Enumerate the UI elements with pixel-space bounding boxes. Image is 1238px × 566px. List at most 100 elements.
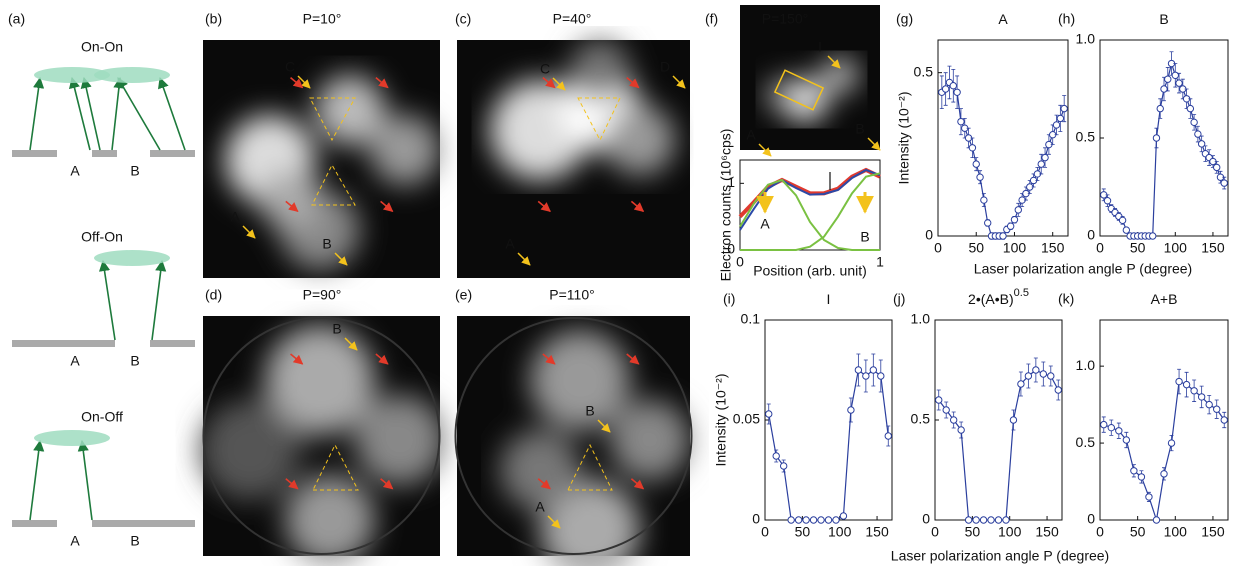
image-blobs bbox=[225, 75, 440, 270]
y-tick-label: 1.0 bbox=[1076, 357, 1096, 373]
region-label: B bbox=[855, 121, 864, 137]
data-point bbox=[877, 372, 885, 380]
panel-label: (c) bbox=[455, 11, 471, 27]
image-title: P=10° bbox=[303, 11, 342, 27]
substrate bbox=[150, 340, 195, 347]
emission-blob bbox=[265, 325, 375, 435]
data-point bbox=[1060, 104, 1068, 113]
emission-arrow bbox=[29, 439, 45, 521]
data-point bbox=[1182, 380, 1191, 389]
data-point bbox=[1115, 427, 1123, 435]
emission-arrow bbox=[80, 76, 101, 151]
region-arrow bbox=[827, 55, 841, 69]
data-point bbox=[847, 406, 855, 414]
data-point bbox=[1009, 416, 1018, 424]
region-label: B bbox=[332, 321, 341, 337]
data-point bbox=[809, 516, 818, 524]
region-arrow bbox=[672, 75, 686, 89]
data-point bbox=[802, 516, 810, 524]
data-point bbox=[1164, 75, 1172, 83]
data-point bbox=[1171, 71, 1179, 79]
data-point bbox=[839, 512, 848, 520]
data-point bbox=[999, 232, 1007, 240]
region-label: B bbox=[585, 403, 594, 419]
data-point bbox=[1149, 232, 1157, 240]
red-arrow bbox=[630, 478, 645, 490]
emission-blob bbox=[370, 115, 440, 185]
image-title: P=110° bbox=[549, 287, 594, 303]
data-point bbox=[942, 406, 950, 414]
x-tick-label: 150 bbox=[1035, 524, 1059, 540]
data-point bbox=[772, 452, 780, 460]
title-superscript: 0.5 bbox=[1014, 287, 1029, 299]
x-tick-label: 50 bbox=[1130, 240, 1146, 256]
y-axis-label: Electron counts (10⁶cps) bbox=[718, 129, 734, 282]
emission-blob bbox=[540, 480, 640, 566]
region-label: A bbox=[505, 236, 515, 252]
data-point bbox=[957, 426, 965, 434]
data-point bbox=[1056, 114, 1065, 123]
chart-title: A+B bbox=[1151, 291, 1178, 307]
x-tick-label: 50 bbox=[795, 524, 811, 540]
region-arrow bbox=[867, 137, 881, 151]
data-point bbox=[854, 366, 863, 374]
data-point bbox=[953, 88, 961, 96]
substrate bbox=[92, 150, 117, 157]
region-label: B bbox=[322, 236, 331, 252]
data-point bbox=[1002, 516, 1010, 524]
region-arrow bbox=[547, 515, 561, 529]
image-blobs bbox=[490, 40, 675, 180]
panel-label: (b) bbox=[205, 11, 222, 27]
title-text: A bbox=[998, 11, 1008, 27]
red-arrow bbox=[375, 353, 389, 365]
roi-triangle bbox=[567, 443, 613, 491]
emission-blob bbox=[260, 170, 320, 230]
y-tick-label: 1.0 bbox=[911, 311, 931, 327]
data-point bbox=[964, 516, 973, 524]
data-point bbox=[1205, 400, 1213, 409]
panel-label: (h) bbox=[1058, 11, 1075, 27]
data-point bbox=[1186, 104, 1195, 113]
red-arrow bbox=[537, 478, 551, 490]
x-tick-label: 150 bbox=[1201, 524, 1225, 540]
emission-blob bbox=[530, 330, 630, 430]
red-arrow bbox=[542, 76, 556, 89]
region-arrow bbox=[517, 252, 531, 266]
peak-label: A bbox=[760, 216, 770, 232]
image-title: P=150° bbox=[762, 11, 808, 27]
y-tick-label: 1 bbox=[727, 174, 735, 190]
data-point bbox=[1006, 222, 1015, 230]
data-point bbox=[1122, 436, 1131, 444]
panel-label: (f) bbox=[705, 11, 718, 27]
lens bbox=[34, 430, 110, 446]
red-arrow bbox=[626, 353, 640, 365]
data-point bbox=[1037, 160, 1045, 168]
data-point bbox=[1032, 366, 1040, 374]
y-tick-label: 0 bbox=[727, 241, 735, 257]
emission-blob bbox=[605, 105, 675, 175]
y-tick-label: 0.5 bbox=[911, 411, 931, 427]
y-tick-label: 0 bbox=[922, 511, 930, 527]
y-tick-label: 0 bbox=[752, 511, 760, 527]
red-arrow bbox=[290, 353, 304, 365]
x-tick-label: 0 bbox=[1096, 240, 1104, 256]
substrate bbox=[150, 150, 195, 157]
data-point bbox=[1039, 370, 1048, 378]
x-tick-label: 0 bbox=[931, 524, 939, 540]
y-tick-label: 0.1 bbox=[741, 311, 761, 327]
data-point bbox=[1167, 439, 1176, 447]
data-point bbox=[1100, 420, 1108, 429]
panel-label: (d) bbox=[205, 287, 222, 303]
emission-blob bbox=[610, 400, 690, 480]
data-point bbox=[1107, 423, 1115, 432]
y-axis-label: Intensity (10⁻²) bbox=[713, 374, 729, 467]
x-tick-label: 100 bbox=[828, 524, 852, 540]
image-title: P=90° bbox=[303, 287, 342, 303]
data-point bbox=[972, 516, 980, 524]
data-point bbox=[765, 410, 773, 418]
mode-title: Off-On bbox=[81, 229, 123, 245]
panel-label: (e) bbox=[455, 287, 472, 303]
roi-triangle bbox=[309, 97, 356, 142]
x-tick-label: 50 bbox=[968, 240, 984, 256]
substrate bbox=[12, 340, 115, 347]
